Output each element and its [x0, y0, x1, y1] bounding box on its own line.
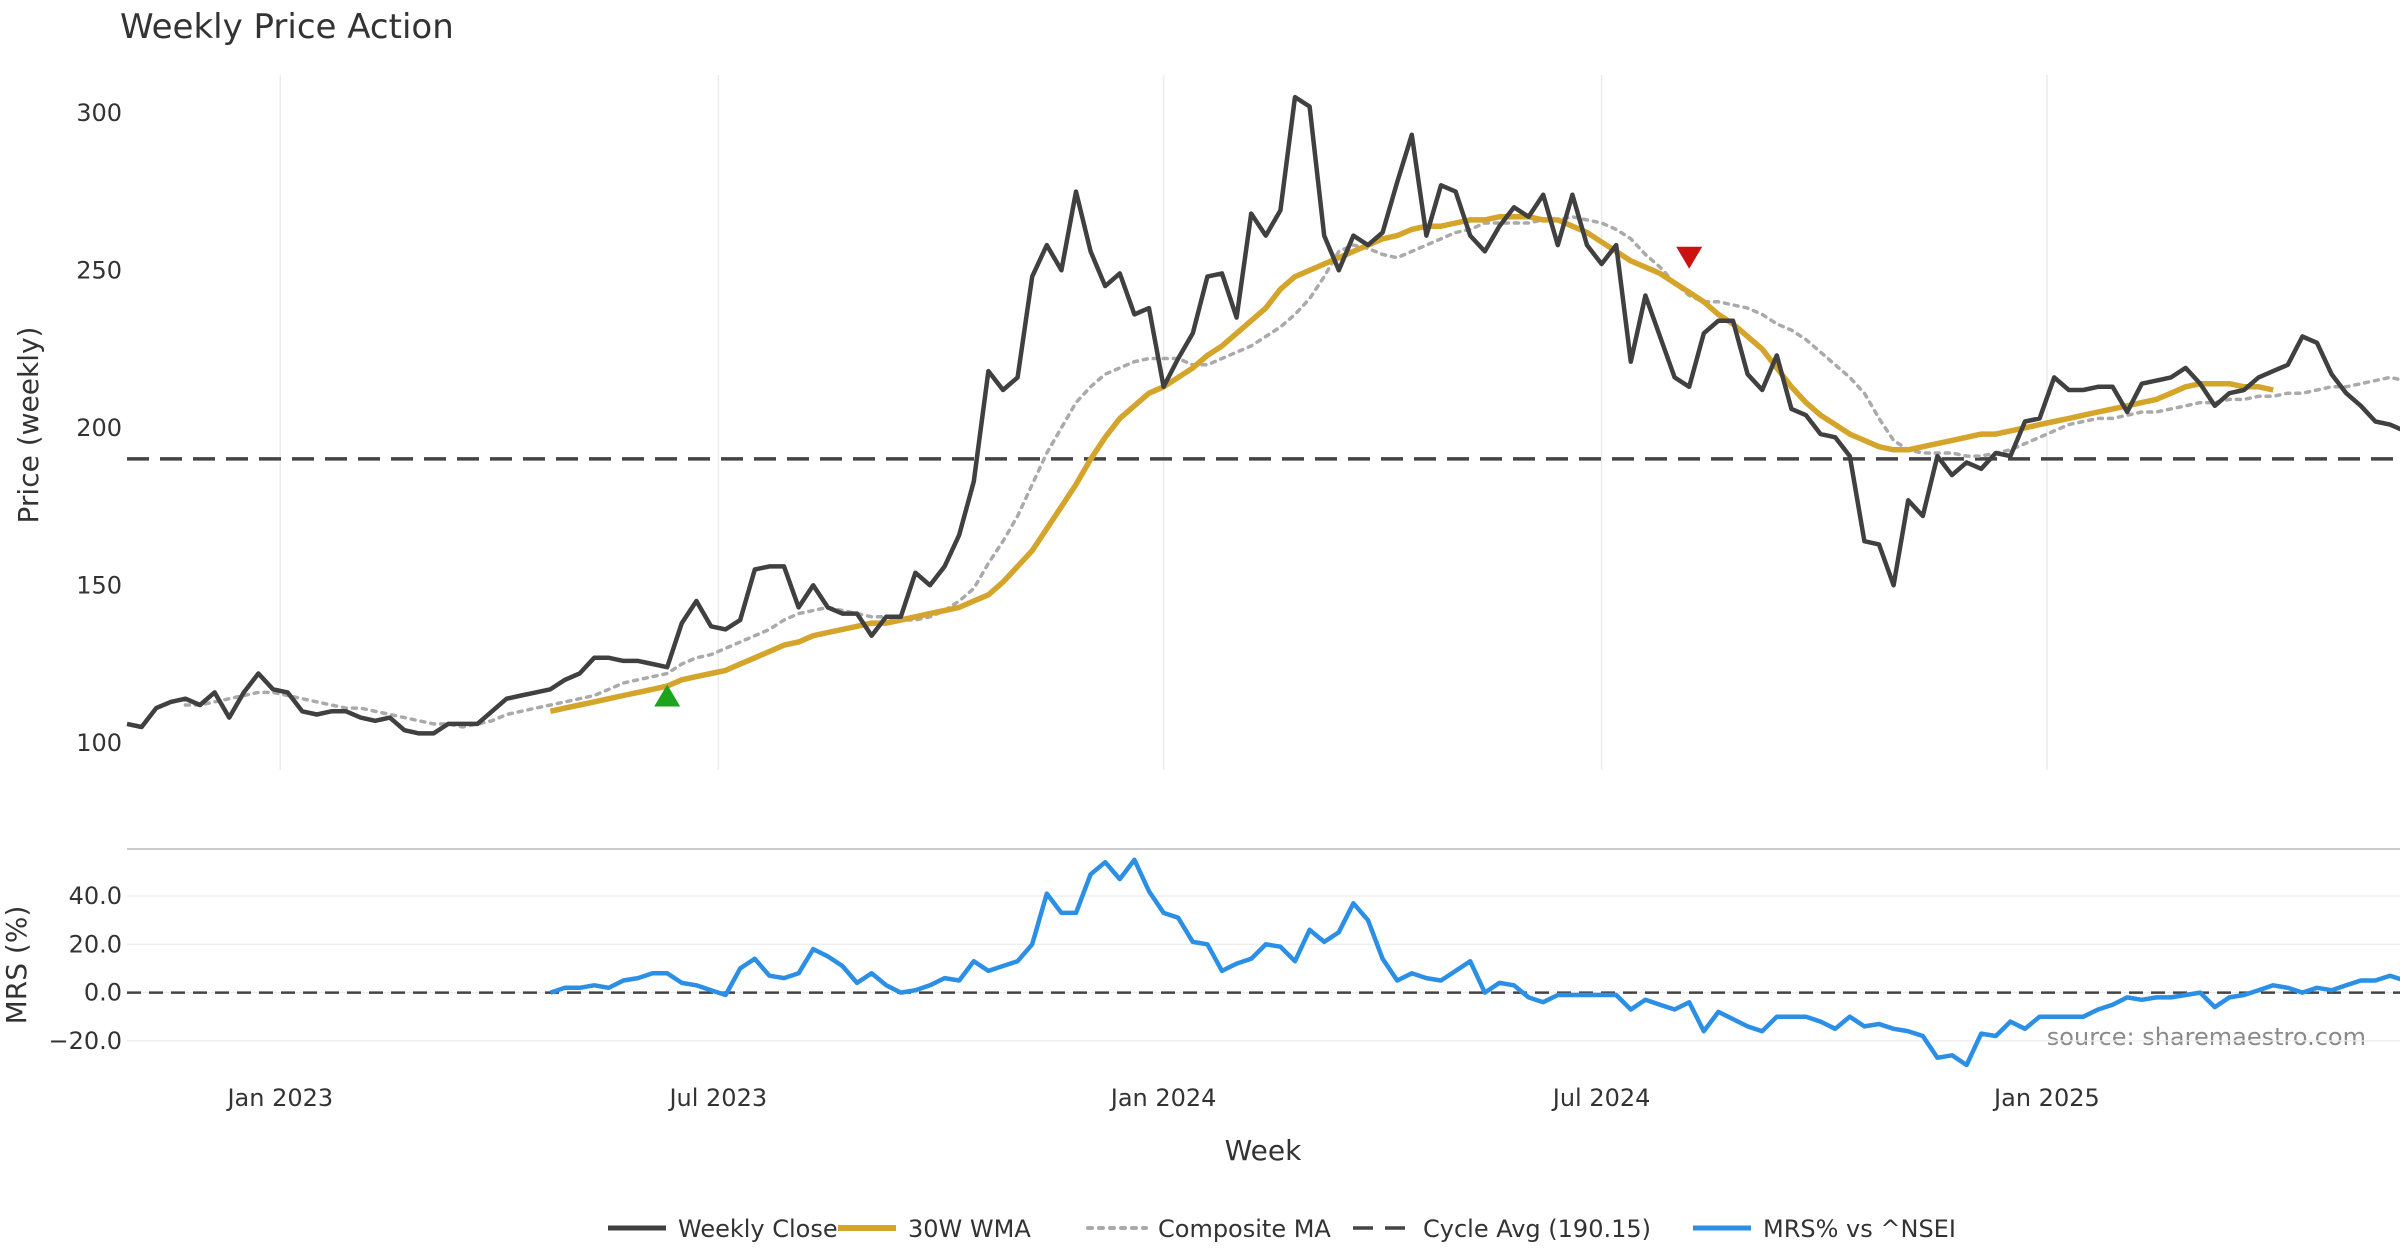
price-y-tick-label: 300: [76, 99, 122, 127]
x-tick-label: Jul 2024: [1551, 1084, 1651, 1112]
x-axis-title: Week: [1225, 1134, 1302, 1167]
buy-signal-marker: [654, 684, 681, 707]
legend-label: Composite MA: [1158, 1215, 1331, 1243]
source-label: source: sharemaestro.com: [2047, 1023, 2366, 1051]
legend-item: Cycle Avg (190.15): [1353, 1215, 1651, 1243]
x-tick-label: Jul 2023: [667, 1084, 767, 1112]
legend-label: MRS% vs ^NSEI: [1763, 1215, 1956, 1243]
price-y-tick-label: 250: [76, 256, 122, 284]
mrs-y-tick-label: 40.0: [69, 882, 122, 910]
sell-signal-marker: [1676, 246, 1703, 269]
x-tick-label: Jan 2023: [225, 1084, 333, 1112]
x-axis-ticks: Jan 2023 Jul 2023 Jan 2024 Jul 2024 Jan 2025…: [225, 1084, 2100, 1112]
mrs-line: [549, 857, 2400, 1068]
legend: Weekly Close 30W WMA Composite MA Cycle Avg…: [608, 1215, 1956, 1243]
mrs-y-tick-label: −20.0: [48, 1027, 122, 1055]
price-y-tick-label: 150: [76, 571, 122, 599]
mrs-y-tick-label: 0.0: [84, 979, 122, 1007]
price-axis-title: Price (weekly): [12, 327, 45, 524]
x-tick-label: Jan 2025: [1992, 1084, 2100, 1112]
wma-30w-line: [549, 214, 2274, 714]
price-panel: 100 150 200 250 300: [76, 94, 2400, 757]
legend-item: MRS% vs ^NSEI: [1693, 1215, 1956, 1243]
mrs-y-tick-label: 20.0: [69, 930, 122, 958]
mrs-gridlines: [127, 895, 2400, 1042]
legend-item: Composite MA: [1086, 1215, 1331, 1243]
composite-ma-line: [183, 215, 2400, 729]
mrs-axis-title: MRS (%): [0, 906, 33, 1025]
legend-label: Cycle Avg (190.15): [1423, 1215, 1651, 1243]
legend-label: Weekly Close: [678, 1215, 838, 1243]
legend-item: 30W WMA: [838, 1215, 1031, 1243]
chart-title: Weekly Price Action: [120, 7, 454, 47]
legend-item: Weekly Close: [608, 1215, 838, 1243]
price-y-tick-label: 100: [76, 729, 122, 757]
legend-label: 30W WMA: [908, 1215, 1031, 1243]
weekly-close-line: [126, 94, 2400, 736]
mrs-panel: 40.0 20.0 0.0 −20.0: [48, 857, 2400, 1068]
price-y-tick-label: 200: [76, 414, 122, 442]
x-tick-label: Jan 2024: [1109, 1084, 1217, 1112]
